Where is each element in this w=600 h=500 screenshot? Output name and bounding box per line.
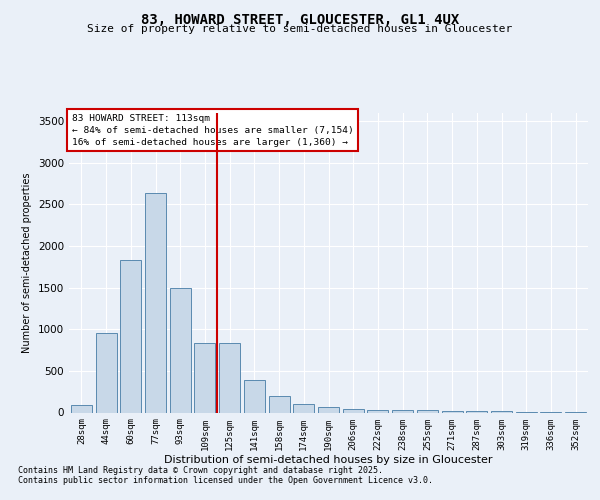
Bar <box>194 344 215 412</box>
Bar <box>417 410 438 412</box>
Bar <box>120 260 141 412</box>
Bar <box>318 407 339 412</box>
Bar <box>392 410 413 412</box>
Bar <box>145 194 166 412</box>
Bar <box>442 411 463 412</box>
Text: Contains public sector information licensed under the Open Government Licence v3: Contains public sector information licen… <box>18 476 433 485</box>
Bar <box>293 404 314 412</box>
Text: 83 HOWARD STREET: 113sqm
← 84% of semi-detached houses are smaller (7,154)
16% o: 83 HOWARD STREET: 113sqm ← 84% of semi-d… <box>71 114 353 146</box>
Text: Size of property relative to semi-detached houses in Gloucester: Size of property relative to semi-detach… <box>88 24 512 34</box>
Bar <box>71 404 92 412</box>
Text: 83, HOWARD STREET, GLOUCESTER, GL1 4UX: 83, HOWARD STREET, GLOUCESTER, GL1 4UX <box>141 12 459 26</box>
Bar <box>219 344 240 412</box>
Bar <box>95 332 116 412</box>
Bar <box>367 410 388 412</box>
Bar <box>343 409 364 412</box>
Bar <box>269 396 290 412</box>
Y-axis label: Number of semi-detached properties: Number of semi-detached properties <box>22 172 32 353</box>
Bar <box>170 288 191 412</box>
Text: Contains HM Land Registry data © Crown copyright and database right 2025.: Contains HM Land Registry data © Crown c… <box>18 466 383 475</box>
Bar <box>491 411 512 412</box>
X-axis label: Distribution of semi-detached houses by size in Gloucester: Distribution of semi-detached houses by … <box>164 455 493 465</box>
Bar <box>466 411 487 412</box>
Bar <box>244 380 265 412</box>
